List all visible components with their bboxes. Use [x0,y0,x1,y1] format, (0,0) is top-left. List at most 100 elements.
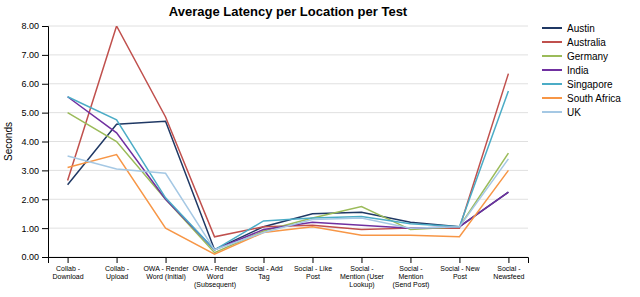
x-tick-label-line: Social - [399,265,423,272]
y-tick-mark [42,142,48,143]
plot: 0.00 1.00 2.00 3.00 4.00 5.00 6.00 7.00 8.00 Coll… [21,21,528,289]
x-tick-mark [264,257,265,263]
y-axis: 0.00 1.00 2.00 3.00 4.00 5.00 6.00 7.00 8.00 [21,21,48,262]
lines [68,26,509,254]
y-tick-label: 4.00 [21,137,39,147]
legend-label: Germany [567,51,608,62]
series-line [68,113,509,253]
y-tick-mark [42,113,48,114]
x-tick-label-line: Collab - [105,265,130,272]
x-tick-label-line: Mention [398,273,423,280]
grid-line [48,170,528,171]
series-line [68,154,509,254]
x-tick-mark [459,257,460,263]
y-tick: 8.00 [21,21,48,31]
x-tick-label-line: Social - Add [245,265,282,272]
x-tick-label-line: Lookup) [349,281,374,289]
y-tick: 7.00 [21,50,48,60]
y-tick-mark [42,55,48,56]
y-tick-label: 1.00 [21,224,39,234]
title: Average Latency per Location per Test [169,4,408,19]
y-axis-title: Seconds [3,122,14,161]
x-tick-label-line: Social - [350,265,374,272]
legend-swatch [542,83,562,85]
x-tick-label: OWA - RenderWord(Subsequent) [192,265,238,289]
legend-item: Australia [542,37,606,48]
x-tick-label: Social - AddTag [245,265,282,281]
y-tick-label: 6.00 [21,79,39,89]
y-tick-mark [42,84,48,85]
grid-line [48,112,528,113]
x-tick-label-line: Tag [258,273,269,281]
x-tick: OWA - RenderWord(Subsequent) [192,257,238,289]
y-tick-label: 5.00 [21,108,39,118]
y-tick: 2.00 [21,195,48,205]
x-tick-label: OWA - RenderWord (Initial) [143,265,189,281]
y-tick: 3.00 [21,166,48,176]
legend-swatch [542,41,562,43]
x-tick-label-line: OWA - Render [192,265,238,272]
y-tick-label: 0.00 [21,252,39,262]
series-line [68,91,509,250]
x-tick-label-line: Mention (User [340,273,385,281]
legend-label: Austin [567,23,595,34]
x-tick-label-line: OWA - Render [143,265,189,272]
x-tick-label-line: (Subsequent) [194,281,236,289]
legend-swatch [542,111,562,113]
x-tick-label: Social -Mention (UserLookup) [340,265,385,289]
x-tick-mark [166,257,167,263]
y-tick-mark [42,228,48,229]
chart-svg: 0.00 1.00 2.00 3.00 4.00 5.00 6.00 7.00 8.00 Coll… [0,0,640,297]
legend-item: India [542,65,589,76]
series-line [68,97,509,250]
legend-item: UK [542,107,581,118]
x-tick-label: Social - NewPost [440,265,480,280]
y-tick: 1.00 [21,224,48,234]
x-tick-mark [312,257,313,263]
x-tick-label: Collab -Upload [105,265,130,281]
legend-item: South Africa [542,93,621,104]
x-tick: Collab -Upload [105,257,130,281]
x-tick-label: Social - LikePost [294,265,332,280]
x-tick-label-line: Social - New [440,265,480,272]
legend-label: Singapore [567,79,613,90]
x-tick-mark [410,257,411,263]
x-tick-label-line: Download [53,273,84,280]
x-axis: Collab -DownloadCollab -UploadOWA - Rend… [49,257,529,289]
x-tick-mark [215,257,216,263]
x-tick: Collab -Download [53,257,84,280]
x-tick-label-line: Social - [497,265,521,272]
legend-label: UK [567,107,581,118]
x-tick-mark [117,257,118,263]
series-line [68,26,509,237]
x-tick-label-line: (Send Post) [392,281,429,289]
y-axis-line [42,27,49,258]
x-tick: Social - LikePost [294,257,332,280]
x-tick-label: Social -Newsfeed [493,265,524,280]
x-tick-label-line: Collab - [56,265,81,272]
x-axis-line [49,258,529,264]
x-tick: Social - AddTag [245,257,282,281]
series-line [68,156,509,250]
grid-line [48,26,528,27]
x-tick-label-line: Word [207,273,224,280]
x-tick-mark [508,257,509,263]
y-tick-label: 2.00 [21,195,39,205]
y-tick-mark [42,199,48,200]
series-line [68,121,509,249]
legend-item: Singapore [542,79,613,90]
x-tick: Social -Mention(Send Post) [392,257,429,289]
legend-item: Germany [542,51,608,62]
grid-line [48,199,528,200]
legend-label: South Africa [567,93,621,104]
y-tick-mark [42,26,48,27]
legend-swatch [542,55,562,57]
y-tick: 6.00 [21,79,48,89]
x-tick-label-line: Post [306,273,320,280]
y-tick-label: 8.00 [21,21,39,31]
x-tick-label-line: Newsfeed [493,273,524,280]
x-tick-label: Collab -Download [53,265,84,280]
y-tick-mark [42,257,48,258]
legend-swatch [542,69,562,71]
x-tick-mark [361,257,362,263]
